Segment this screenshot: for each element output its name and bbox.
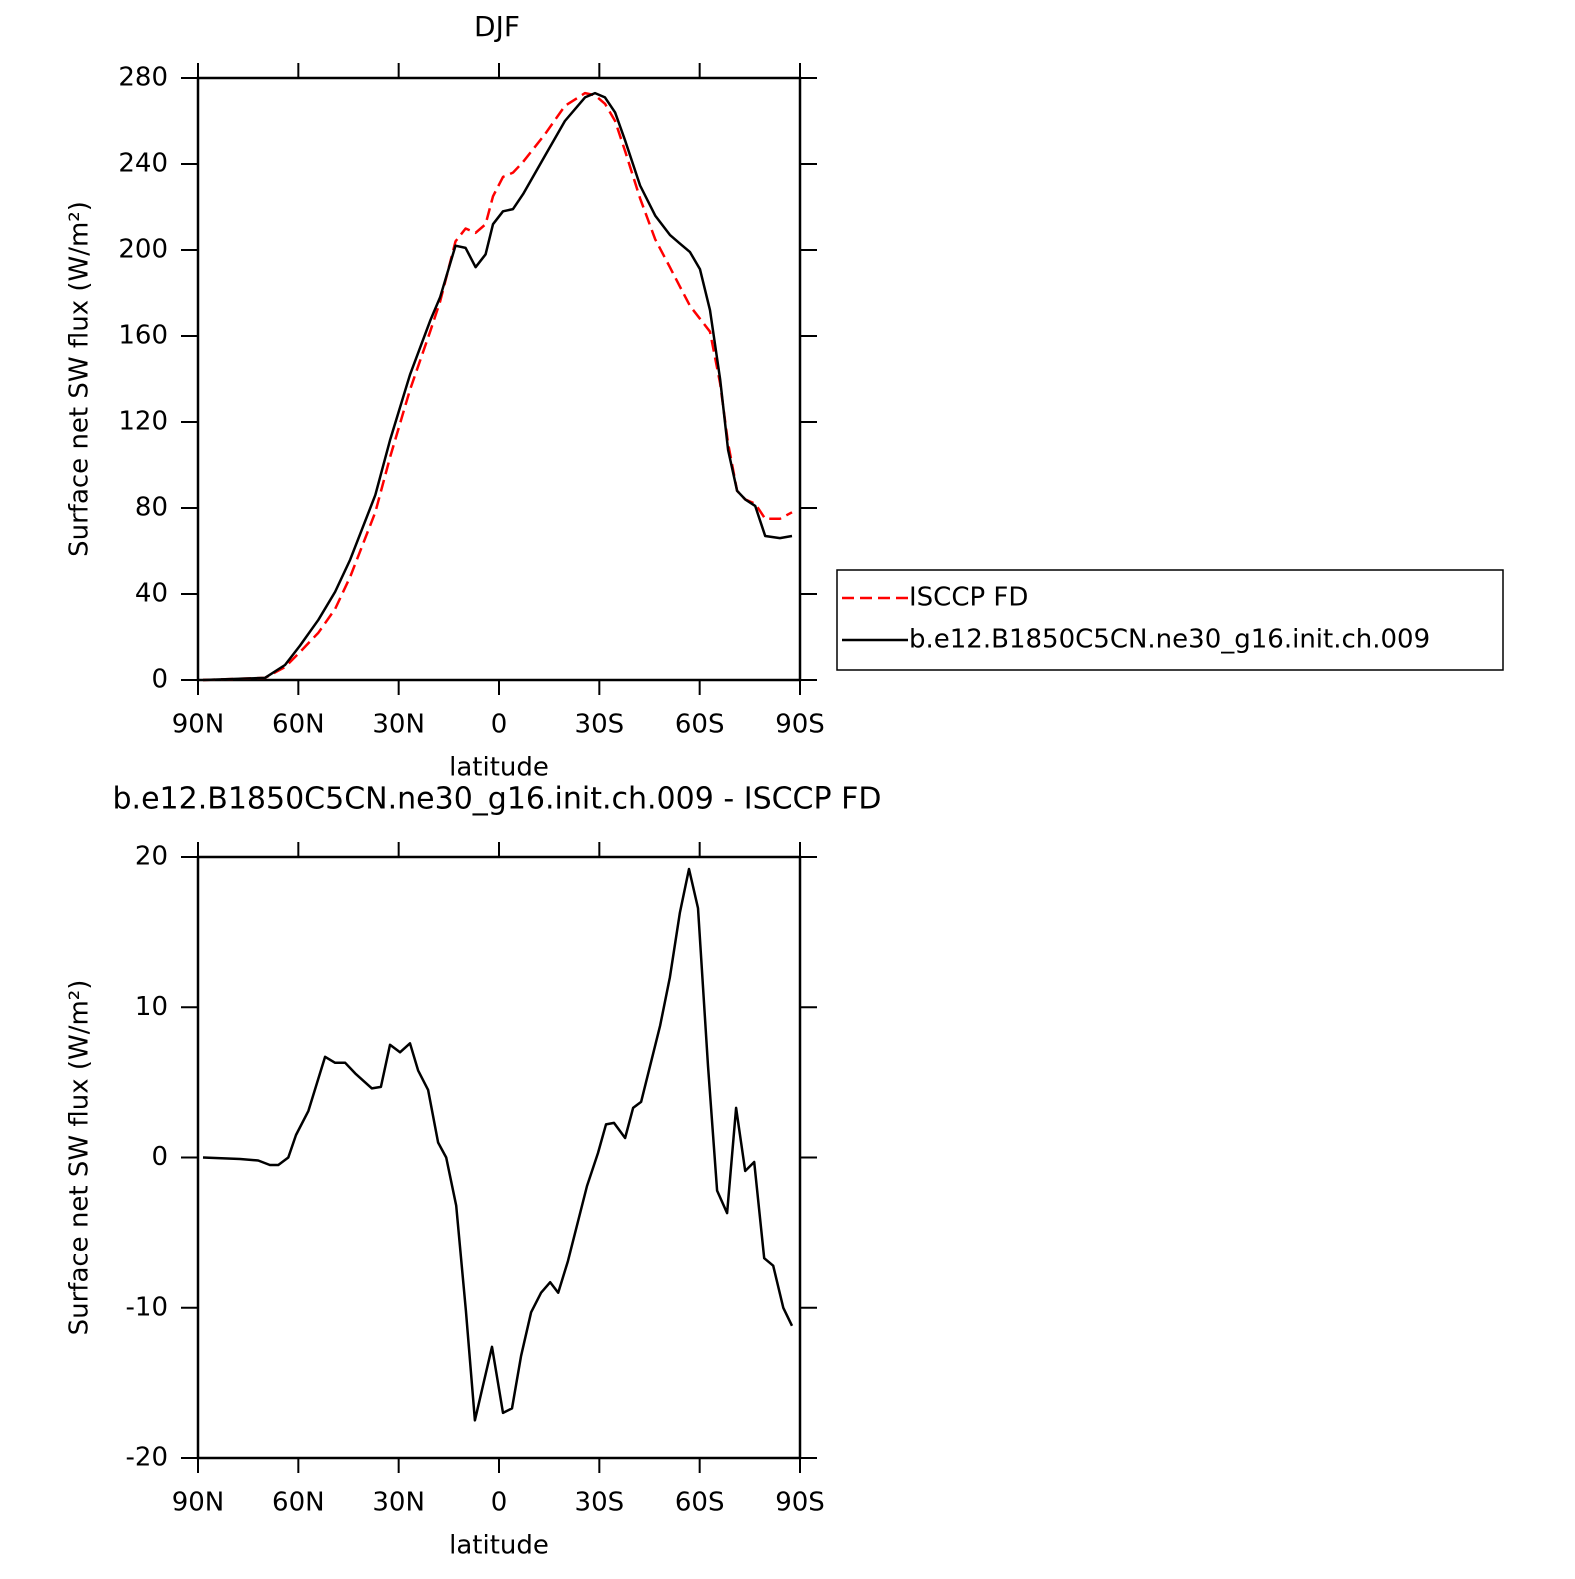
x-tick-label: 30N — [372, 710, 425, 740]
y-tick-label: 20 — [135, 842, 168, 872]
y-tick-label: 40 — [135, 579, 168, 609]
y-tick-label: -20 — [126, 1443, 168, 1473]
x-tick-label: 60S — [675, 710, 725, 740]
x-axis-label: latitude — [449, 753, 549, 783]
chart-title: DJF — [474, 10, 520, 43]
legend-label: b.e12.B1850C5CN.ne30_g16.init.ch.009 — [909, 625, 1430, 655]
data-line — [202, 91, 793, 682]
data-line — [202, 867, 794, 1422]
x-axis-label: latitude — [449, 1531, 549, 1561]
x-tick-label: 30N — [372, 1488, 425, 1518]
y-tick-label: 160 — [118, 321, 168, 351]
plot-frame — [196, 76, 802, 682]
x-tick-label: 90N — [172, 1488, 225, 1518]
x-tick-label: 60S — [675, 1488, 725, 1518]
y-tick-label: 240 — [118, 149, 168, 179]
x-tick-label: 0 — [491, 710, 508, 740]
y-tick-label: 280 — [118, 63, 168, 93]
x-tick-label: 60N — [272, 710, 325, 740]
x-tick-label: 30S — [575, 710, 625, 740]
y-axis-label: Surface net SW flux (W/m²) — [65, 201, 95, 557]
y-tick-label: 120 — [118, 407, 168, 437]
legend-label: ISCCP FD — [909, 583, 1028, 613]
y-tick-label: 200 — [118, 235, 168, 265]
x-tick-label: 0 — [491, 1488, 508, 1518]
y-tick-label: 0 — [151, 1142, 168, 1172]
x-tick-label: 60N — [272, 1488, 325, 1518]
x-tick-label: 30S — [575, 1488, 625, 1518]
plot-frame — [196, 855, 802, 1460]
chart-title: b.e12.B1850C5CN.ne30_g16.init.ch.009 - I… — [113, 782, 882, 817]
x-tick-label: 90N — [172, 710, 225, 740]
x-tick-label: 90S — [775, 1488, 825, 1518]
data-line — [202, 91, 793, 682]
y-tick-label: 0 — [151, 665, 168, 695]
y-axis-label: Surface net SW flux (W/m²) — [65, 980, 95, 1336]
y-tick-label: 80 — [135, 493, 168, 523]
y-tick-label: -10 — [126, 1292, 168, 1322]
legend-box — [836, 569, 1504, 671]
y-tick-label: 10 — [135, 992, 168, 1022]
x-tick-label: 90S — [775, 710, 825, 740]
